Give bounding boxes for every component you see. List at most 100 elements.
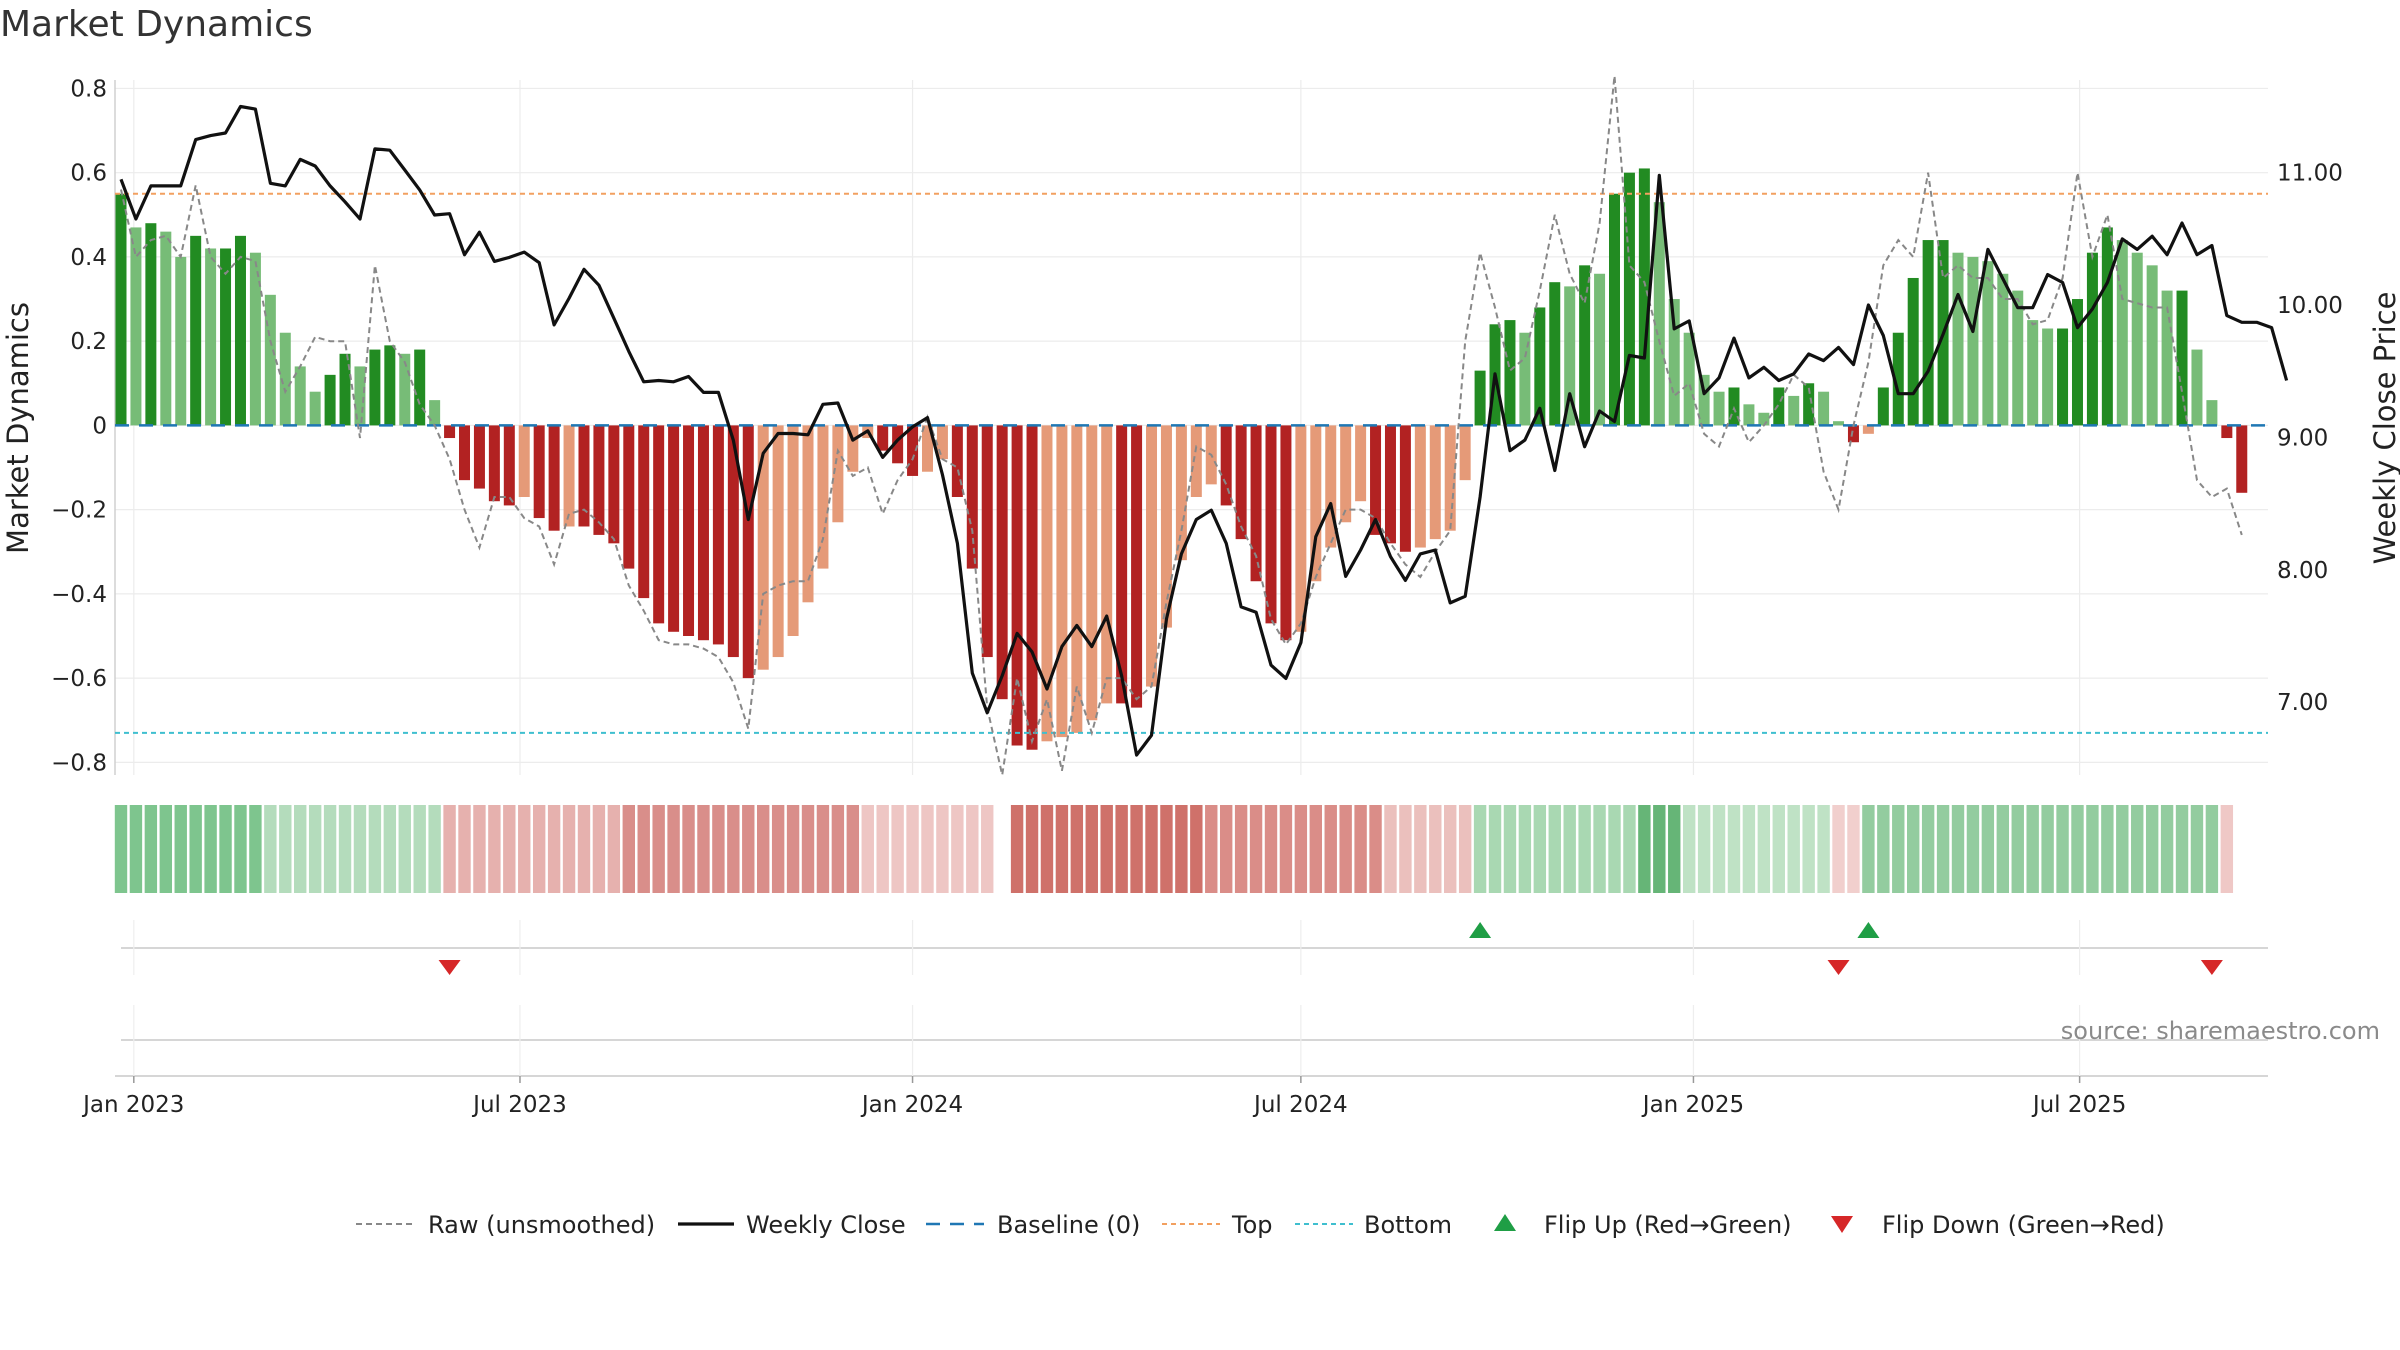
dynamics-bar xyxy=(981,425,993,658)
x-tick-label: Jan 2025 xyxy=(1641,1092,1744,1118)
regime-strip-cell xyxy=(652,805,665,893)
y-left-tick-label: 0 xyxy=(92,413,107,439)
regime-strip-cell xyxy=(1653,805,1666,893)
regime-strip-cell xyxy=(921,805,934,893)
regime-strip-cell xyxy=(801,805,815,893)
dynamics-bar xyxy=(414,349,426,426)
chart-title: Market Dynamics xyxy=(0,4,313,45)
flip-down-marker xyxy=(2200,960,2223,975)
regime-strip-cell xyxy=(1205,805,1218,893)
regime-strip-cell xyxy=(1279,805,1293,893)
y-right-axis-label: Weekly Close Price xyxy=(2368,292,2400,565)
dynamics-bar xyxy=(683,425,695,636)
flip-up-marker xyxy=(1469,922,1492,938)
regime-strip-cell xyxy=(1682,805,1696,893)
regime-strip-cell xyxy=(1160,805,1173,893)
regime-strip-cell xyxy=(1294,805,1308,893)
regime-strip-cell xyxy=(891,805,904,893)
dynamics-bar xyxy=(1190,425,1202,497)
dynamics-bar xyxy=(757,425,769,670)
dynamics-bar xyxy=(1638,168,1650,426)
x-tick-label: Jul 2025 xyxy=(2031,1092,2127,1118)
dynamics-bar xyxy=(2027,320,2039,426)
regime-strip-cell xyxy=(428,805,441,893)
dynamics-bar xyxy=(1967,256,1979,426)
regime-strip-cell xyxy=(129,805,143,893)
dynamics-bar xyxy=(638,425,650,599)
regime-strip-cell xyxy=(1802,805,1815,893)
dynamics-bar xyxy=(1101,425,1113,704)
dynamics-bar xyxy=(339,353,351,426)
y-right-tick-label: 11.00 xyxy=(2277,161,2343,187)
dynamics-bar xyxy=(1444,425,1456,531)
dynamics-bar xyxy=(369,349,381,426)
regime-strip-cell xyxy=(861,805,874,893)
dynamics-bar xyxy=(1250,425,1262,582)
regime-strip-cell xyxy=(1608,805,1621,893)
regime-strip-cell xyxy=(1025,805,1039,893)
regime-strip-cell xyxy=(1966,805,1980,893)
regime-strip-cell xyxy=(1951,805,1965,893)
dynamics-bar xyxy=(429,400,441,426)
y-right-tick-label: 7.00 xyxy=(2277,690,2328,716)
dynamics-bar xyxy=(1982,261,1994,426)
y-left-tick-label: 0.8 xyxy=(70,76,107,102)
regime-strip-cell xyxy=(742,805,755,893)
regime-strip-cell xyxy=(2101,805,2114,893)
dynamics-bar xyxy=(1907,277,1919,426)
regime-strip-cell xyxy=(1518,805,1532,893)
regime-strip-cell xyxy=(2160,805,2174,893)
dynamics-bar xyxy=(1474,370,1486,426)
regime-strip-cell xyxy=(712,805,725,893)
y-left-axis-label: Market Dynamics xyxy=(1,302,35,554)
dynamics-bar xyxy=(1519,332,1531,426)
y-left-tick-label: −0.2 xyxy=(51,498,107,524)
dynamics-bar xyxy=(802,425,814,603)
dynamics-bar xyxy=(697,425,709,641)
dynamics-bar xyxy=(1116,425,1128,704)
dynamics-bar xyxy=(847,425,859,472)
dynamics-bar xyxy=(2057,328,2069,426)
dynamics-bar xyxy=(1295,425,1307,632)
legend-label: Flip Up (Red→Green) xyxy=(1544,1211,1792,1239)
regime-strip-cell xyxy=(308,805,322,893)
regime-strip-cell xyxy=(114,805,128,893)
regime-strip-cell xyxy=(906,805,919,893)
dynamics-bar xyxy=(1011,425,1023,746)
regime-strip-cell xyxy=(831,805,845,893)
regime-strip-cell xyxy=(1384,805,1397,893)
dynamics-bar xyxy=(742,425,754,679)
dynamics-bar xyxy=(145,223,157,426)
regime-strip-cell xyxy=(1921,805,1935,893)
dynamics-bar xyxy=(1071,425,1083,733)
dynamics-bar xyxy=(1459,425,1471,481)
dynamics-bar xyxy=(2131,252,2143,426)
regime-strip-cell xyxy=(234,805,247,893)
dynamics-bar xyxy=(1146,425,1158,687)
dynamics-bar xyxy=(1534,307,1546,426)
dynamics-bar xyxy=(1653,202,1665,426)
legend-label: Flip Down (Green→Red) xyxy=(1882,1211,2165,1239)
regime-strip-cell xyxy=(1324,805,1337,893)
dynamics-bar xyxy=(1340,425,1352,523)
regime-strip-cell xyxy=(547,805,561,893)
dynamics-bar xyxy=(1773,387,1785,426)
regime-strip-cell xyxy=(159,805,173,893)
regime-strip-cell xyxy=(1907,805,1920,893)
dynamics-bar xyxy=(130,227,142,426)
regime-strip-cell xyxy=(2071,805,2084,893)
regime-strip-cell xyxy=(1115,805,1128,893)
regime-strip-cell xyxy=(1772,805,1785,893)
flip-up-marker xyxy=(1857,922,1880,938)
regime-strip-cell xyxy=(981,805,994,893)
dynamics-bar xyxy=(1235,425,1247,540)
legend-swatch-flip-up xyxy=(1494,1214,1516,1231)
dynamics-bar xyxy=(1384,425,1396,544)
regime-strip-cell xyxy=(1473,805,1487,893)
regime-strip-cell xyxy=(1593,805,1606,893)
regime-strip-cell xyxy=(1548,805,1561,893)
weekly-close-line xyxy=(119,104,2289,757)
dynamics-bar xyxy=(1370,425,1382,535)
y-left-tick-label: 0.2 xyxy=(70,329,107,355)
